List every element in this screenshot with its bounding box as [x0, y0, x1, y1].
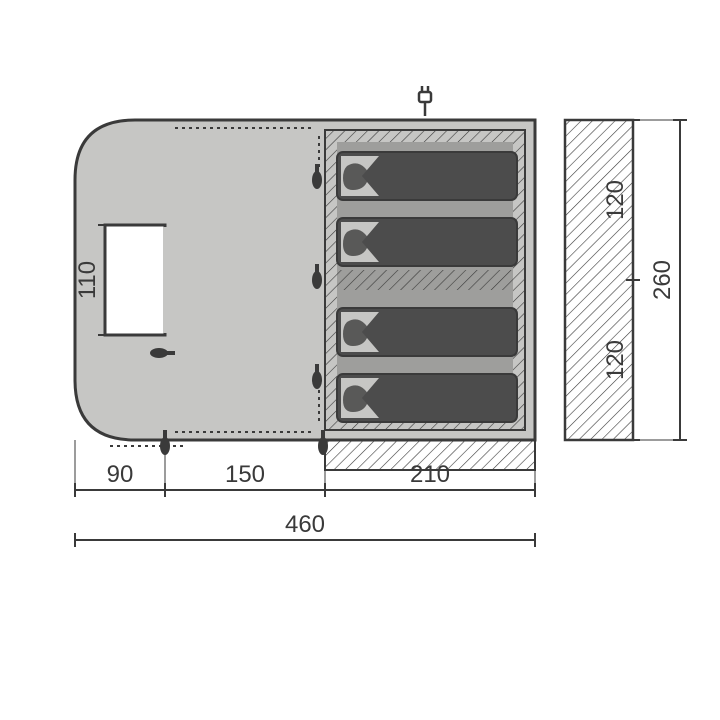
dim-label: 210 [410, 461, 450, 488]
side-panel [565, 120, 633, 440]
sleeping-bag [337, 308, 517, 356]
sleeping-bag [337, 218, 517, 266]
sleeping-bag [337, 152, 517, 200]
sleeping-bag [337, 374, 517, 422]
dim-label: 460 [285, 511, 325, 538]
dim-label: 90 [107, 461, 134, 488]
door-opening [105, 225, 167, 335]
dim-label: 120 [602, 180, 629, 220]
dim-label: 150 [225, 461, 265, 488]
dim-label: 110 [74, 261, 101, 299]
dim-label: 120 [602, 340, 629, 380]
tent-floorplan: 90 150 210 460 110 120 120 260 [0, 0, 720, 720]
cable-port-icon [419, 86, 431, 116]
dim-label: 260 [649, 260, 676, 300]
